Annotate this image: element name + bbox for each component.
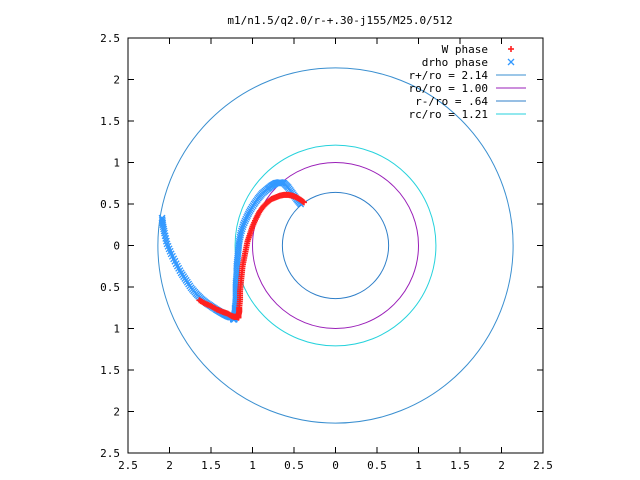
marker-stroke: [173, 262, 181, 270]
circle-r-1: [252, 162, 419, 329]
y-tick-label: 0.5: [100, 198, 120, 211]
y-tick-label: 2.5: [100, 32, 120, 45]
w-phase-point: [196, 297, 203, 304]
marker-stroke: [170, 255, 178, 263]
drho-phase-point: [240, 219, 248, 227]
y-tick-label: 2.5: [100, 447, 120, 460]
marker-stroke: [165, 245, 173, 253]
circle-r-2-14: [157, 67, 514, 424]
reference-circles: [157, 67, 514, 424]
marker-stroke: [240, 219, 248, 227]
x-tick-label: 0.5: [367, 459, 387, 472]
marker-stroke: [239, 223, 247, 231]
x-tick-label: 2.5: [533, 459, 553, 472]
drho-phase-point: [242, 215, 250, 223]
marker-stroke: [162, 237, 170, 245]
drho-phase-point: [241, 217, 249, 225]
series-w-phase: [196, 191, 307, 321]
drho-phase-point: [158, 214, 166, 222]
marker-stroke: [176, 267, 184, 275]
circle-r-0-64: [281, 191, 390, 300]
marker-stroke: [162, 234, 170, 242]
x-tick-label: 1: [249, 459, 256, 472]
marker-stroke: [158, 216, 166, 224]
marker-stroke: [164, 242, 172, 250]
marker-stroke: [158, 217, 166, 225]
drho-phase-point: [238, 225, 246, 233]
marker-stroke: [237, 231, 244, 239]
y-tick-label: 1.5: [100, 364, 120, 377]
w-phase-point: [508, 46, 514, 52]
marker-stroke: [158, 214, 166, 222]
marker-stroke: [238, 227, 245, 235]
drho-phase-point: [507, 58, 515, 66]
marker-stroke: [242, 215, 250, 223]
x-tick-label: 2: [498, 459, 505, 472]
marker-stroke: [166, 247, 174, 255]
marker-stroke: [237, 229, 245, 237]
y-tick-label: 1.5: [100, 115, 120, 128]
marker-stroke: [177, 269, 185, 277]
y-tick-label: 1: [113, 157, 120, 170]
marker-stroke: [175, 264, 183, 272]
legend-label: r+/ro = 2.14: [409, 69, 489, 82]
legend-label: W phase: [442, 43, 488, 56]
marker-stroke: [172, 260, 180, 268]
drho-phase-point: [239, 223, 247, 231]
y-tick-label: 0: [113, 240, 120, 253]
x-axis-tick-labels: 2.5 2 1.5 1 0.5 0 0.5 1 1.5 2 2.5: [118, 459, 553, 472]
marker-stroke: [238, 225, 246, 233]
legend-label: ro/ro = 1.00: [409, 82, 488, 95]
legend-label: rc/ro = 1.21: [409, 108, 488, 121]
y-axis-tick-labels: 2.5 2 1.5 1 0.5 0 0.5 1 1.5 2 2.5: [100, 32, 120, 460]
marker-stroke: [243, 213, 251, 221]
x-tick-label: 1: [415, 459, 422, 472]
x-tick-label: 0: [332, 459, 339, 472]
x-tick-label: 1.5: [450, 459, 470, 472]
y-tick-label: 2: [113, 74, 120, 87]
legend-label: drho phase: [422, 56, 488, 69]
y-tick-label: 1: [113, 323, 120, 336]
marker-stroke: [168, 252, 176, 260]
drho-phase-point: [243, 213, 251, 221]
x-tick-label: 1.5: [201, 459, 221, 472]
legend-label: r-/ro = .64: [415, 95, 488, 108]
circle-r-1-21: [234, 144, 437, 347]
chart-title: m1/n1.5/q2.0/r-+.30-j155/M25.0/512: [227, 14, 452, 27]
x-axis-ticks: [127, 38, 544, 453]
marker-stroke: [163, 240, 171, 248]
marker-stroke: [239, 221, 247, 229]
series-drho-phase: [158, 178, 305, 323]
marker-stroke: [241, 217, 249, 225]
drho-phase-point: [239, 221, 247, 229]
marker-stroke: [171, 257, 179, 265]
x-tick-label: 2: [166, 459, 173, 472]
y-axis-ticks: [128, 37, 543, 454]
x-tick-label: 2.5: [118, 459, 138, 472]
y-tick-label: 0.5: [100, 281, 120, 294]
marker-stroke: [507, 58, 515, 66]
x-tick-label: 0.5: [284, 459, 304, 472]
marker-stroke: [236, 233, 244, 241]
y-tick-label: 2: [113, 406, 120, 419]
marker-stroke: [167, 250, 175, 258]
drho-phase-point: [158, 216, 166, 224]
